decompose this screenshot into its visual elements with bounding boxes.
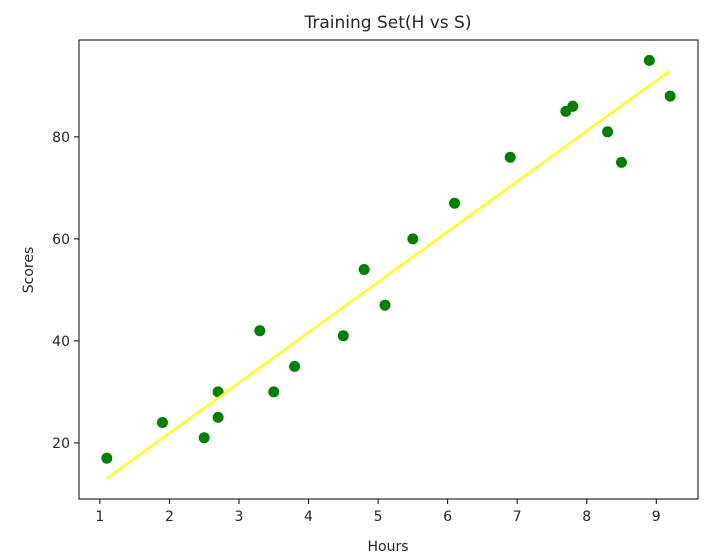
data-point-19: [643, 54, 655, 66]
data-point-20: [664, 90, 676, 102]
data-point-6: [254, 325, 266, 337]
y-tick-label: 60: [52, 232, 70, 248]
data-point-14: [504, 151, 516, 163]
y-axis-label: Scores: [21, 247, 37, 294]
data-point-4: [212, 411, 224, 423]
x-axis-label: Hours: [367, 539, 408, 555]
data-point-3: [198, 432, 210, 444]
plot-frame: [78, 39, 699, 500]
x-tick-label: 4: [304, 509, 313, 525]
data-point-16: [567, 100, 579, 112]
y-tick-label: 20: [52, 436, 70, 452]
data-point-9: [337, 330, 349, 342]
data-point-7: [268, 386, 280, 398]
x-axis: 1 2 3 4 5 6 7 8 9: [95, 499, 661, 525]
data-point-12: [407, 233, 419, 245]
data-point-11: [379, 299, 391, 311]
data-point-18: [615, 156, 627, 168]
data-point-17: [602, 126, 614, 138]
x-tick-label: 3: [235, 509, 244, 525]
x-tick-label: 6: [443, 509, 452, 525]
data-point-1: [101, 452, 113, 464]
data-point-5: [212, 386, 224, 398]
x-tick-label: 5: [374, 509, 383, 525]
data-point-13: [449, 197, 461, 209]
data-point-8: [289, 360, 301, 372]
y-axis: 20 40 60 80: [52, 130, 79, 452]
regression-line: [106, 69, 671, 480]
x-tick-label: 7: [513, 509, 522, 525]
x-tick-label: 9: [652, 509, 661, 525]
y-tick-label: 80: [52, 130, 70, 146]
data-point-2: [156, 417, 168, 428]
chart-title: Training Set(H vs S): [304, 13, 472, 33]
y-tick-label: 40: [52, 334, 70, 350]
plot-area: [101, 54, 676, 480]
x-tick-label: 1: [95, 509, 104, 525]
data-point-10: [358, 264, 370, 275]
x-tick-label: 8: [582, 509, 591, 525]
x-tick-label: 2: [165, 509, 174, 525]
